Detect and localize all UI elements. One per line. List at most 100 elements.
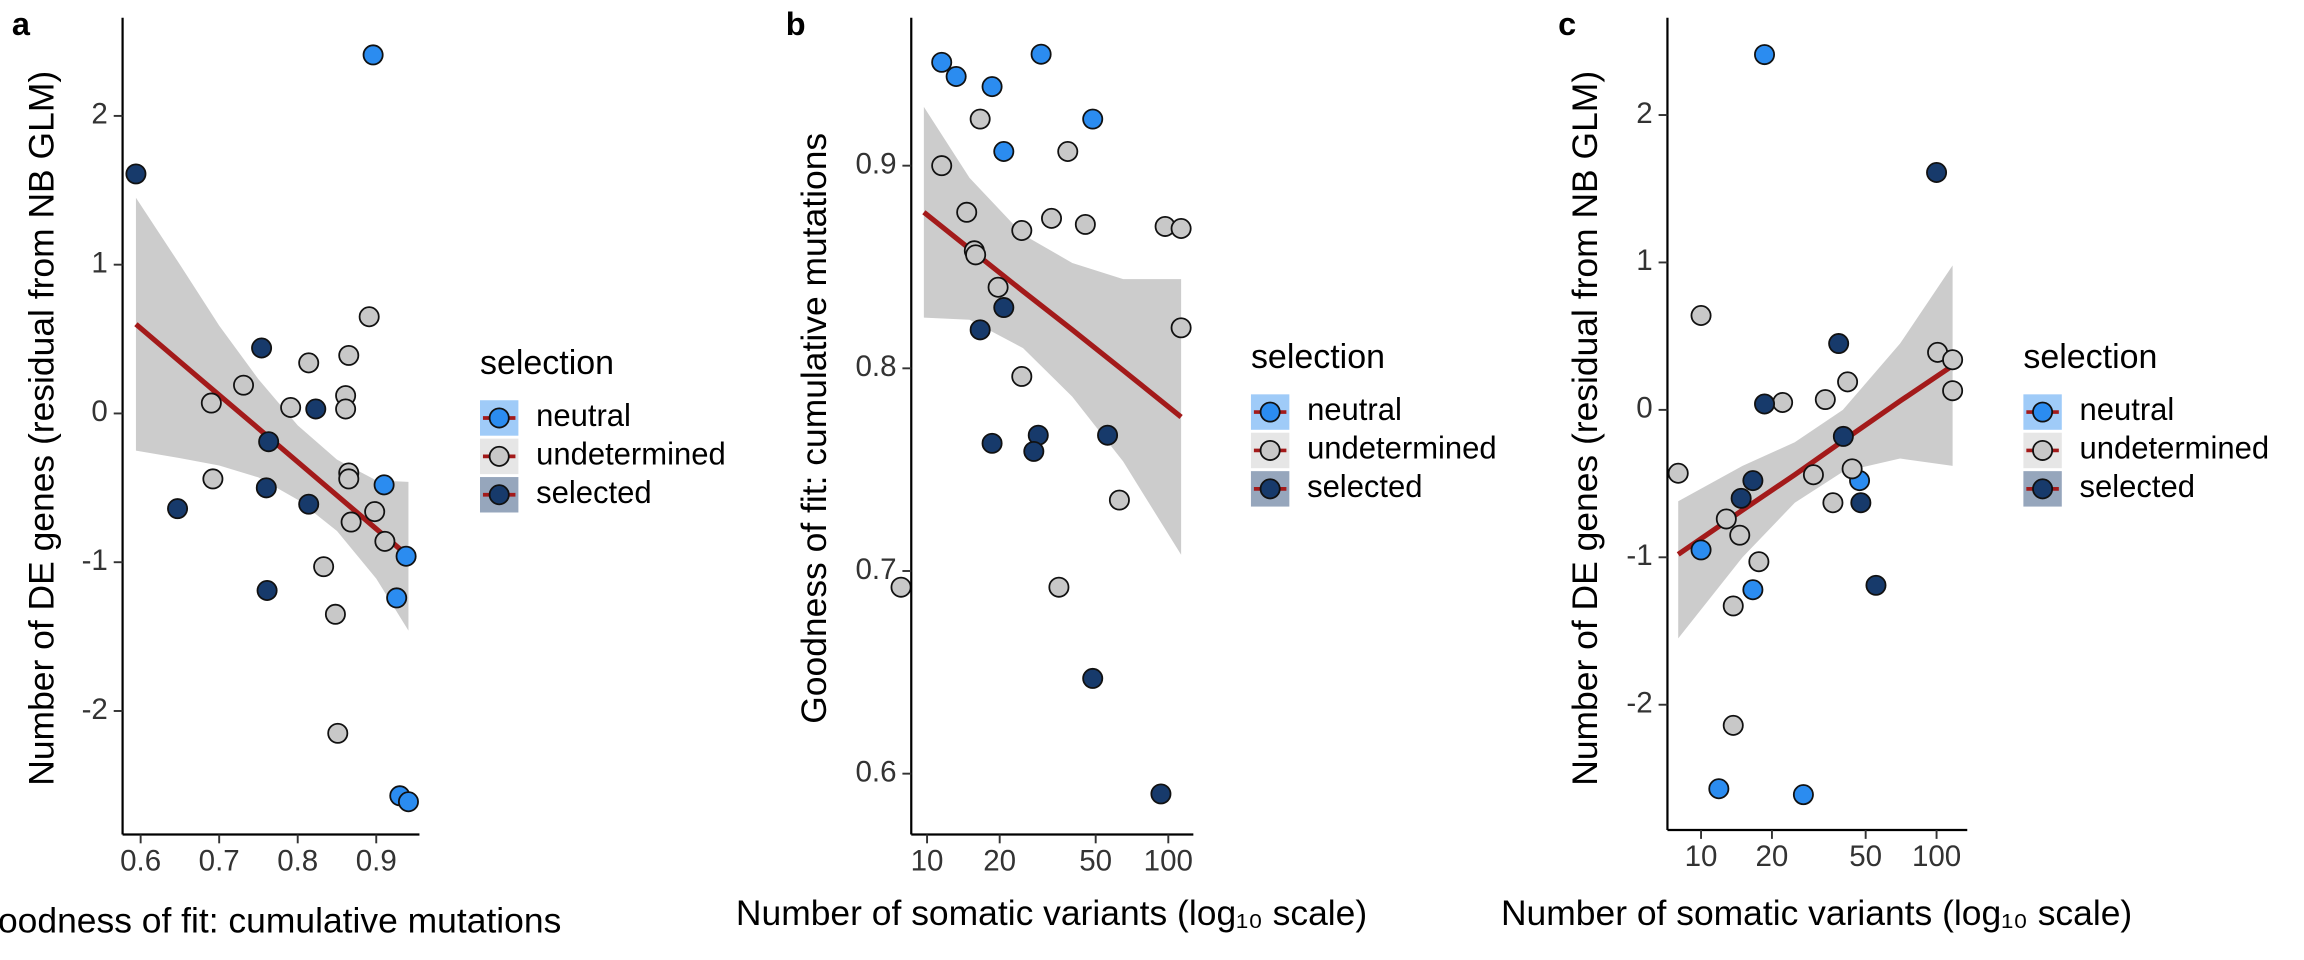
data-point xyxy=(1082,667,1104,689)
panel: a 0.6 0.7 0.8 0.9 -2 -1 0 1 2 Goodness of fit: cum… xyxy=(0,6,726,940)
data-point xyxy=(1942,349,1964,371)
y-tick-label: -2 xyxy=(82,693,108,726)
data-point xyxy=(1942,380,1964,402)
data-point xyxy=(1837,371,1859,393)
y-tick-label: 0.7 xyxy=(855,553,896,586)
panel-label: b xyxy=(786,6,806,42)
x-tick-label: 10 xyxy=(1685,840,1718,873)
legend-label: undetermined xyxy=(1307,431,1497,466)
data-point xyxy=(1011,365,1033,387)
data-point xyxy=(993,297,1015,319)
data-point xyxy=(340,511,362,533)
y-tick-label: 1 xyxy=(1636,244,1652,277)
legend-key-point xyxy=(2032,478,2054,500)
data-point xyxy=(945,66,967,87)
data-point xyxy=(1802,464,1824,486)
x-tick-label: 100 xyxy=(1144,844,1193,877)
legend-key-point xyxy=(1259,439,1281,461)
data-point xyxy=(993,140,1015,162)
data-point xyxy=(1023,440,1045,462)
legend-key-point xyxy=(1259,401,1281,423)
legend-key-point xyxy=(2032,439,2054,461)
legend-title: selection xyxy=(1251,338,1385,376)
data-point xyxy=(1715,508,1737,530)
legend-key-point xyxy=(1259,478,1281,500)
x-tick-label: 0.7 xyxy=(199,844,240,877)
data-point xyxy=(1708,778,1730,800)
data-point xyxy=(358,306,380,328)
data-point xyxy=(327,722,349,744)
data-point xyxy=(1772,392,1794,413)
data-point xyxy=(1108,489,1130,511)
data-point xyxy=(1048,576,1070,598)
data-point xyxy=(298,493,320,515)
data-point xyxy=(200,392,222,414)
data-point xyxy=(1170,218,1192,239)
y-tick-label: 0.9 xyxy=(855,147,896,180)
legend-key-point xyxy=(488,445,510,467)
x-tick-label: 50 xyxy=(1079,844,1112,877)
confidence-band xyxy=(923,106,1182,555)
data-point xyxy=(373,474,395,496)
data-point xyxy=(931,51,953,73)
data-point xyxy=(280,397,302,418)
x-axis-title: Goodness of fit: cumulative mutations xyxy=(0,900,561,940)
data-point xyxy=(1792,784,1814,806)
panel: c 10 20 50 100 -2 -1 0 1 2 Number of somatic varia… xyxy=(1501,6,2269,933)
data-point xyxy=(1822,492,1844,514)
y-axis-title: Number of DE genes (residual from NB GLM… xyxy=(22,71,62,786)
data-point xyxy=(981,432,1003,454)
data-point xyxy=(1690,305,1712,327)
data-point xyxy=(1722,595,1744,617)
legend-key-point xyxy=(488,407,510,429)
legend-label: neutral xyxy=(2080,392,2175,427)
data-point xyxy=(981,76,1003,98)
data-point xyxy=(1057,140,1079,162)
data-point xyxy=(1814,389,1836,411)
data-point xyxy=(1150,783,1172,805)
data-point xyxy=(1828,333,1850,355)
data-point xyxy=(125,163,147,185)
y-tick-label: 0.6 xyxy=(855,755,896,788)
fit-line xyxy=(922,210,1183,419)
data-point xyxy=(1742,579,1764,601)
y-tick-label: 0.8 xyxy=(855,350,896,383)
x-tick-label: 20 xyxy=(983,844,1016,877)
data-point xyxy=(324,603,346,625)
data-point xyxy=(1097,424,1119,446)
data-point xyxy=(305,398,327,420)
confidence-band xyxy=(135,197,409,631)
x-tick-label: 0.9 xyxy=(356,844,397,877)
x-axis-title: Number of somatic variants (log₁₀ scale) xyxy=(1501,893,2132,933)
legend-label: neutral xyxy=(1307,392,1402,427)
legend-label: selected xyxy=(536,475,651,510)
data-point xyxy=(1841,458,1863,480)
data-point xyxy=(374,530,396,552)
data-point xyxy=(1729,524,1751,546)
data-point xyxy=(956,201,978,223)
data-point xyxy=(364,501,386,523)
legend-key-point xyxy=(488,484,510,506)
legend-label: selected xyxy=(1307,469,1422,504)
y-tick-label: 2 xyxy=(91,98,107,131)
y-tick-label: 2 xyxy=(1636,97,1652,130)
panel-label: c xyxy=(1558,6,1576,42)
y-tick-label: -1 xyxy=(1626,539,1652,572)
x-tick-label: 0.8 xyxy=(277,844,318,877)
confidence-band xyxy=(1678,265,1953,639)
legend-label: undetermined xyxy=(2080,431,2270,466)
y-tick-label: 1 xyxy=(91,246,107,279)
data-point xyxy=(987,276,1009,298)
data-point xyxy=(313,556,335,578)
data-point xyxy=(338,344,360,366)
data-point xyxy=(1030,43,1052,65)
data-point xyxy=(1722,714,1744,736)
panel-label: a xyxy=(12,6,31,42)
x-tick-label: 50 xyxy=(1849,840,1882,873)
data-point xyxy=(965,244,987,266)
data-point xyxy=(1082,108,1104,130)
panel: b 10 20 50 100 0.6 0.7 0.8 0.9 Number of somatic … xyxy=(736,6,1497,933)
data-point xyxy=(202,468,224,490)
